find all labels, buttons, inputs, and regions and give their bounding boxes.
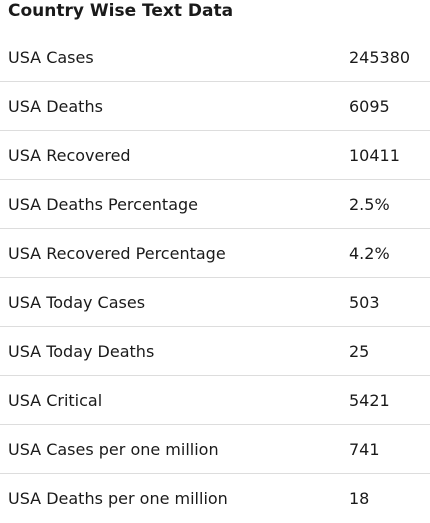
table-row: USA Deaths Percentage 2.5% xyxy=(0,180,430,229)
row-label: USA Deaths Percentage xyxy=(8,194,199,214)
row-label: USA Cases per one million xyxy=(8,439,219,459)
row-label: USA Today Cases xyxy=(8,292,146,312)
row-value: 25 xyxy=(349,341,370,361)
table-row: USA Recovered Percentage 4.2% xyxy=(0,229,430,278)
row-value: 245380 xyxy=(349,47,411,67)
row-value: 18 xyxy=(349,489,370,508)
stats-table: USA Cases 245380 USA Deaths 6095 USA Rec… xyxy=(0,33,430,523)
table-row: USA Cases 245380 xyxy=(0,33,430,82)
row-value: 503 xyxy=(349,292,380,312)
row-label: USA Critical xyxy=(8,390,103,410)
row-value: 2.5% xyxy=(349,194,390,214)
row-label: USA Recovered xyxy=(8,145,131,165)
row-label: USA Cases xyxy=(8,47,94,67)
table-row: USA Today Deaths 25 xyxy=(0,327,430,376)
table-row: USA Deaths per one million 18 xyxy=(0,474,430,523)
table-row: USA Recovered 10411 xyxy=(0,131,430,180)
row-label: USA Deaths xyxy=(8,96,103,116)
row-value: 10411 xyxy=(349,145,400,165)
page-title: Country Wise Text Data xyxy=(8,1,234,21)
table-row: USA Today Cases 503 xyxy=(0,278,430,327)
table-row: USA Cases per one million 741 xyxy=(0,425,430,474)
row-label: USA Deaths per one million xyxy=(8,489,228,508)
table-row: USA Critical 5421 xyxy=(0,376,430,425)
table-row: USA Deaths 6095 xyxy=(0,82,430,131)
row-value: 5421 xyxy=(349,390,390,410)
row-label: USA Recovered Percentage xyxy=(8,243,226,263)
row-value: 6095 xyxy=(349,96,390,116)
row-label: USA Today Deaths xyxy=(8,341,155,361)
row-value: 741 xyxy=(349,439,380,459)
row-value: 4.2% xyxy=(349,243,390,263)
